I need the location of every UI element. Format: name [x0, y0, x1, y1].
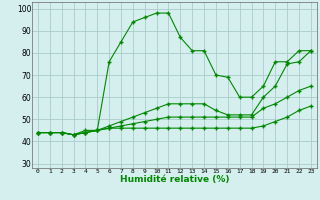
X-axis label: Humidité relative (%): Humidité relative (%) — [120, 175, 229, 184]
